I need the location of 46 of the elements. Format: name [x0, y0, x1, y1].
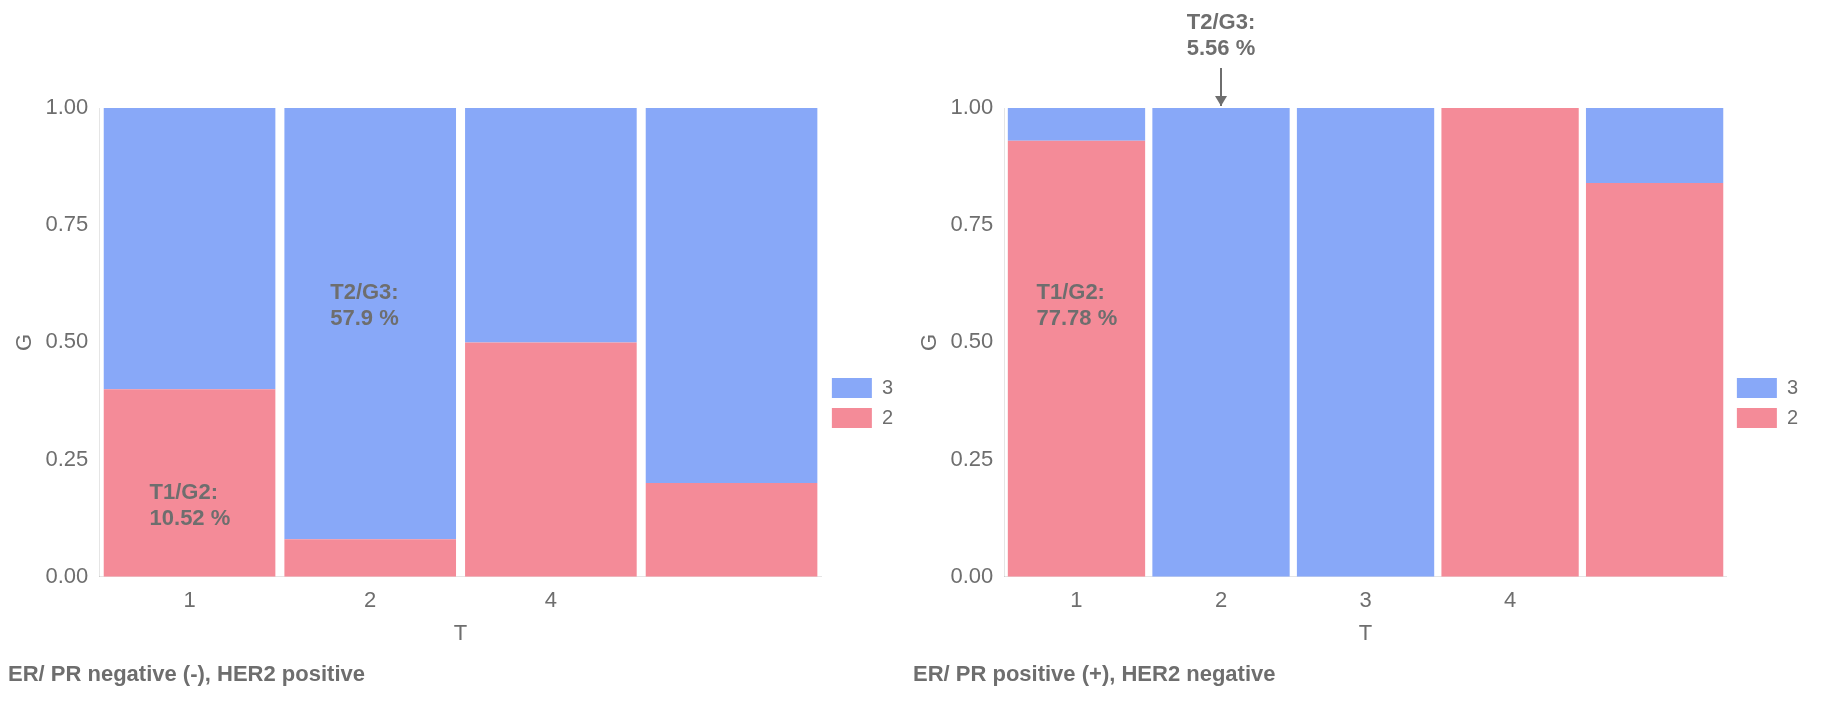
bar [645, 483, 818, 577]
y-tick-label: 0.50 [950, 328, 994, 354]
bar [284, 539, 457, 577]
x-tick-label: 4 [544, 587, 558, 613]
annotation: T1/G2: 10.52 % [149, 479, 231, 531]
bar [465, 108, 637, 343]
bar [1441, 108, 1579, 577]
y-tick-label: 0.50 [45, 328, 89, 354]
x-tick-label: 4 [1503, 587, 1517, 613]
x-axis-title: T [1358, 620, 1373, 646]
y-axis-title: G [11, 333, 37, 351]
bar [103, 108, 276, 390]
bar [1296, 108, 1435, 577]
x-tick-label: 1 [1070, 587, 1083, 613]
bar [1585, 183, 1724, 577]
y-tick-label: 1.00 [950, 94, 994, 120]
bar [645, 108, 818, 484]
legend-label: 2 [881, 405, 893, 428]
y-tick-label: 0.75 [45, 211, 89, 237]
y-tick-label: 0.75 [950, 211, 994, 237]
y-tick-label: 1.00 [45, 94, 89, 120]
y-tick-label: 0.00 [950, 562, 994, 588]
x-axis-title: T [453, 620, 468, 646]
bar [1007, 140, 1146, 577]
x-tick-label: 2 [364, 587, 377, 613]
x-tick-label: 2 [1214, 587, 1228, 613]
annotation: T2/G3: 5.56 % [1186, 9, 1256, 61]
y-tick-label: 0.00 [45, 562, 89, 588]
bar [465, 342, 637, 577]
legend-label: 2 [1786, 405, 1798, 428]
text: ER/ PR positive (+), HER2 negative [913, 660, 1276, 686]
bar [103, 389, 276, 577]
y-axis-title: G [916, 333, 942, 351]
bar [284, 108, 457, 540]
bar [1585, 108, 1724, 184]
annotation: T2/G3: 57.9 % [330, 279, 399, 331]
x-tick-label: 1 [183, 587, 196, 613]
text: ER/ PR negative (-), HER2 positive [8, 660, 365, 686]
x-tick-label: 3 [1359, 587, 1372, 613]
legend-label: 3 [1786, 375, 1798, 398]
annotation: T1/G2: 77.78 % [1036, 279, 1118, 331]
legend-label: 3 [881, 375, 893, 398]
bar [1007, 108, 1146, 141]
y-tick-label: 0.25 [950, 445, 994, 471]
y-tick-label: 0.25 [45, 445, 89, 471]
bar [1152, 108, 1290, 577]
